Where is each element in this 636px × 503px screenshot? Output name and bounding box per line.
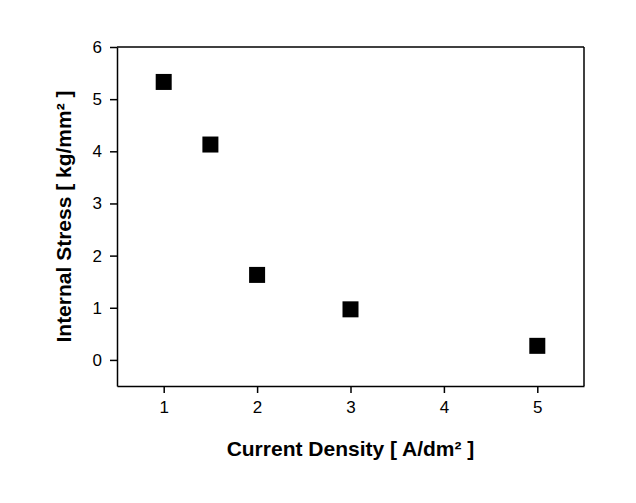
x-tick-mark xyxy=(163,386,165,393)
y-tick-mark xyxy=(110,203,117,205)
y-tick-label: 4 xyxy=(93,142,102,161)
x-tick-label: 3 xyxy=(346,398,355,417)
y-tick-label: 6 xyxy=(93,38,102,57)
point xyxy=(343,301,359,317)
y-tick: 5 xyxy=(93,90,117,109)
y-tick-mark xyxy=(110,360,117,362)
y-tick: 6 xyxy=(93,38,117,57)
y-tick-mark xyxy=(110,47,117,49)
x-tick-mark xyxy=(350,386,352,393)
y-tick-mark xyxy=(110,308,117,310)
y-tick-label: 2 xyxy=(93,247,102,266)
x-tick-mark xyxy=(257,386,259,393)
y-tick: 0 xyxy=(93,351,117,370)
x-tick-label: 4 xyxy=(440,398,449,417)
y-axis: 0 1 2 3 4 5 6 xyxy=(93,38,118,387)
x-tick: 5 xyxy=(533,386,542,417)
x-tick-label: 1 xyxy=(159,398,168,417)
points xyxy=(156,74,546,354)
y-tick-label: 0 xyxy=(93,351,102,370)
point xyxy=(156,74,172,90)
y-tick-label: 5 xyxy=(93,90,102,109)
point xyxy=(529,338,545,354)
x-tick-label: 2 xyxy=(253,398,262,417)
y-axis-title: Internal Stress [ kg/mm² ] xyxy=(52,90,75,342)
frame xyxy=(117,46,584,48)
x-axis-title: Current Density [ A/dm² ] xyxy=(227,437,475,460)
x-tick-mark xyxy=(537,386,539,393)
x-tick-mark xyxy=(444,386,446,393)
y-tick-mark xyxy=(110,255,117,257)
y-tick-label: 3 xyxy=(93,194,102,213)
x-tick: 1 xyxy=(159,386,168,417)
point xyxy=(249,267,265,283)
x-axis: 1 2 3 4 5 xyxy=(118,386,585,417)
plot: 1 2 3 4 5 0 1 2 3 4 5 6 xyxy=(93,38,585,417)
y-axis-line xyxy=(117,48,119,387)
y-tick: 1 xyxy=(93,299,117,318)
y-tick: 2 xyxy=(93,247,117,266)
x-tick: 4 xyxy=(440,386,449,417)
y-tick: 3 xyxy=(93,194,117,213)
y-tick-mark xyxy=(110,99,117,101)
y-tick: 4 xyxy=(93,142,117,161)
x-tick: 3 xyxy=(346,386,355,417)
point xyxy=(202,137,218,153)
chart: 1 2 3 4 5 0 1 2 3 4 5 6 Current Density [ A/dm² ] Int… xyxy=(0,0,636,503)
x-tick-label: 5 xyxy=(533,398,542,417)
x-tick: 2 xyxy=(253,386,262,417)
y-tick-mark xyxy=(110,151,117,153)
frame xyxy=(583,47,585,386)
y-tick-label: 1 xyxy=(93,299,102,318)
